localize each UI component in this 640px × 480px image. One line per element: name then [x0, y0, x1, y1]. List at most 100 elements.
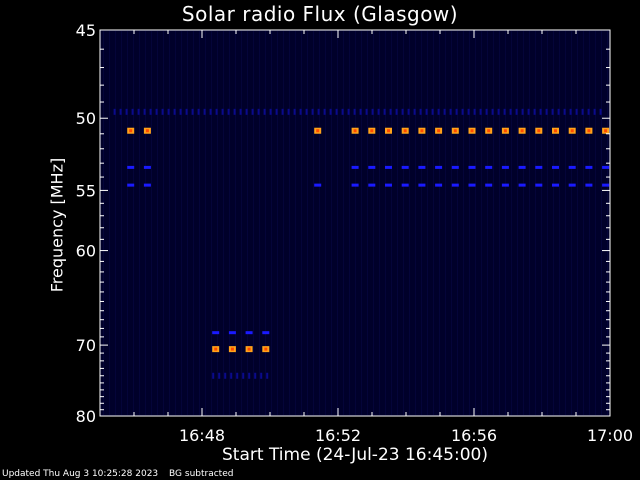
band-mark [575, 108, 578, 115]
y-axis-label: Frequency [MHz] [47, 157, 67, 293]
band-mark [127, 183, 135, 187]
band-mark [245, 331, 253, 335]
stripe [247, 31, 248, 415]
band-mark-core [129, 129, 133, 133]
stripe [103, 31, 104, 415]
band-mark [587, 108, 590, 115]
band-mark-core [437, 129, 441, 133]
band-mark [212, 331, 220, 335]
stripe [319, 31, 320, 415]
band-mark [161, 108, 164, 115]
band-mark-core [230, 347, 234, 351]
stripe [595, 31, 596, 415]
band-mark-core [370, 129, 374, 133]
x-tick-label: 16:52 [315, 426, 361, 445]
band-mark [113, 108, 116, 115]
stripe [157, 31, 158, 415]
band-mark [395, 108, 398, 115]
stripe [505, 31, 506, 415]
band-mark-core [403, 129, 407, 133]
band-mark [485, 165, 493, 169]
stripe [499, 31, 500, 415]
band-mark [491, 108, 494, 115]
stripe [181, 31, 182, 415]
stripe [235, 31, 236, 415]
stripe [163, 31, 164, 415]
band-mark-core [604, 129, 608, 133]
band-mark [419, 108, 422, 115]
stripe [295, 31, 296, 415]
chart-title: Solar radio Flux (Glasgow) [181, 2, 459, 26]
band-mark [485, 183, 493, 187]
band-mark [539, 108, 542, 115]
band-mark [251, 108, 254, 115]
stripe [229, 31, 230, 415]
band-mark [266, 372, 269, 379]
stripe [193, 31, 194, 415]
stripe [445, 31, 446, 415]
band-mark [254, 372, 257, 379]
stripe [271, 31, 272, 415]
y-tick-label: 80 [76, 407, 96, 426]
band-mark [383, 108, 386, 115]
band-mark [203, 108, 206, 115]
band-mark-core [316, 129, 320, 133]
band-mark [413, 108, 416, 115]
stripe [511, 31, 512, 415]
stripe [199, 31, 200, 415]
band-mark [263, 108, 266, 115]
band-mark [371, 108, 374, 115]
stripe [325, 31, 326, 415]
band-mark [143, 108, 146, 115]
band-mark [275, 108, 278, 115]
band-mark [533, 108, 536, 115]
stripe [133, 31, 134, 415]
band-mark [149, 108, 152, 115]
band-mark [233, 108, 236, 115]
band-mark-core [247, 347, 251, 351]
y-tick-label: 60 [76, 242, 96, 261]
band-mark [568, 165, 576, 169]
band-mark [468, 183, 476, 187]
band-mark [137, 108, 140, 115]
band-mark-core [503, 129, 507, 133]
y-tick-label: 55 [76, 181, 96, 200]
band-mark [569, 108, 572, 115]
band-mark [557, 108, 560, 115]
stripe [205, 31, 206, 415]
band-mark [143, 165, 151, 169]
band-mark [385, 183, 392, 187]
y-tick-label: 45 [76, 21, 96, 40]
stripe [241, 31, 242, 415]
band-mark [435, 165, 443, 169]
band-mark [209, 108, 212, 115]
band-mark-core [587, 129, 591, 133]
stripe [349, 31, 350, 415]
stripe [469, 31, 470, 415]
stripe [475, 31, 476, 415]
band-mark [335, 108, 338, 115]
band-mark [479, 108, 482, 115]
band-mark [418, 183, 426, 187]
band-mark [501, 183, 509, 187]
stripe [211, 31, 212, 415]
band-mark [535, 183, 543, 187]
stripe [481, 31, 482, 415]
stripe [517, 31, 518, 415]
band-mark [515, 108, 518, 115]
band-mark [365, 108, 368, 115]
band-mark [431, 108, 434, 115]
band-mark [461, 108, 464, 115]
band-mark [215, 108, 218, 115]
band-mark [435, 183, 443, 187]
stripe [355, 31, 356, 415]
stripe [427, 31, 428, 415]
band-mark [497, 108, 500, 115]
stripe [283, 31, 284, 415]
band-mark-core [487, 129, 491, 133]
band-mark [131, 108, 134, 115]
band-mark [239, 108, 242, 115]
band-mark [281, 108, 284, 115]
band-mark-core [520, 129, 524, 133]
band-mark [599, 108, 602, 115]
